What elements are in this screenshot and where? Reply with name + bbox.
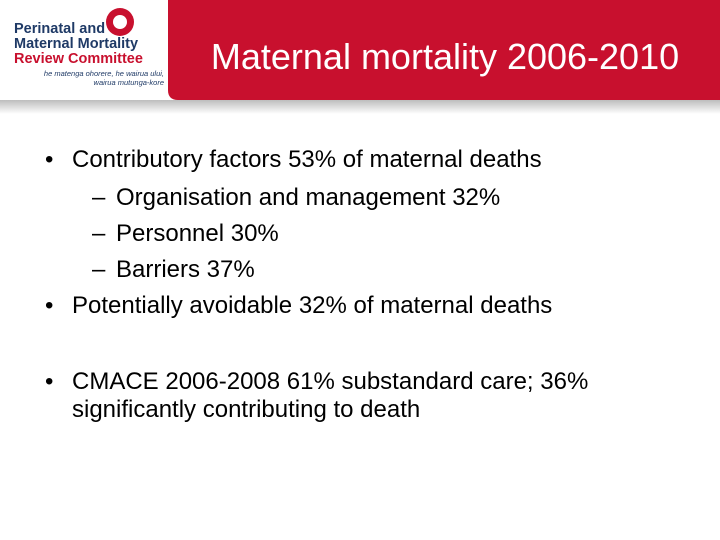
sub-bullet: Personnel 30% xyxy=(92,220,279,248)
header-band xyxy=(106,0,720,100)
logo-line: Perinatal and xyxy=(14,21,106,37)
logo: Perinatal and Maternal Mortality Review … xyxy=(14,22,143,67)
logo-icon-inner xyxy=(113,15,127,29)
motto-line: wairua mutunga-kore xyxy=(93,77,164,87)
logo-motto: he matenga ohorere, he wairua ului, wair… xyxy=(14,69,164,87)
header-shadow xyxy=(0,100,720,114)
sub-bullet: Barriers 37% xyxy=(92,256,255,284)
bullet: CMACE 2006-2008 61% substandard care; 36… xyxy=(45,368,692,424)
logo-line: Review Committee xyxy=(14,51,143,67)
bullet: Contributory factors 53% of maternal dea… xyxy=(45,146,692,174)
red-band xyxy=(168,0,720,100)
logo-line: Maternal Mortality xyxy=(14,36,139,52)
motto-line: he matenga ohorere, he wairua ului, xyxy=(43,69,164,78)
slide-title: Maternal mortality 2006-2010 xyxy=(210,36,680,77)
sub-bullet: Organisation and management 32% xyxy=(92,184,500,212)
bullet: Potentially avoidable 32% of maternal de… xyxy=(45,292,692,320)
